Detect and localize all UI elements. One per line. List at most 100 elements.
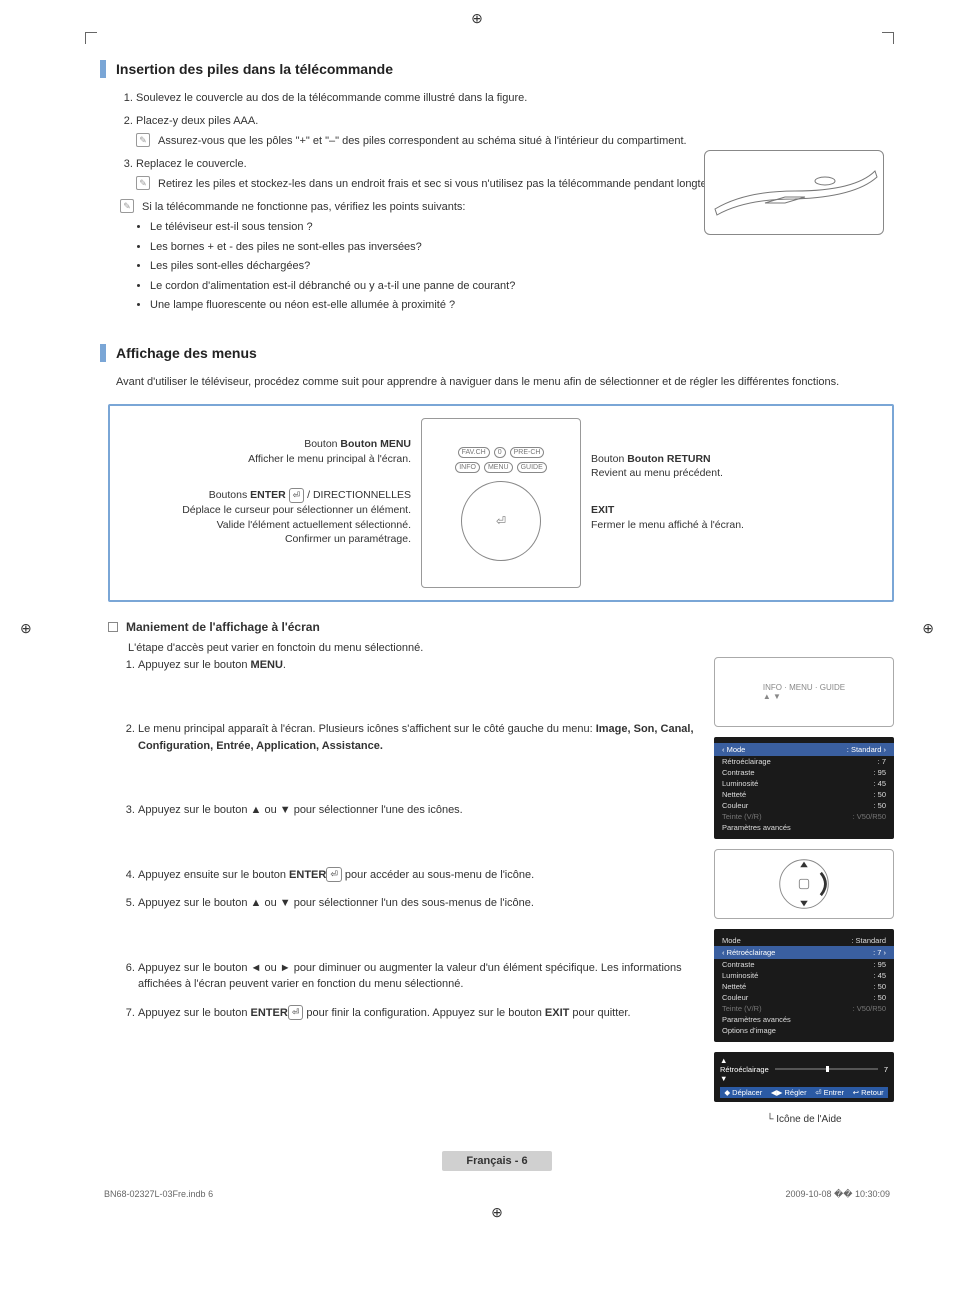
step-text: pour quitter. bbox=[569, 1007, 630, 1019]
step-text: Appuyez sur le bouton ▲ ou ▼ pour sélect… bbox=[138, 897, 534, 909]
step-text: Appuyez sur le bouton ▲ ou ▼ pour sélect… bbox=[138, 804, 463, 816]
heading-text: Affichage des menus bbox=[116, 345, 257, 361]
menu-row: Contraste: 95 bbox=[722, 959, 886, 970]
registration-mark-icon: ⊕ bbox=[922, 620, 934, 637]
step-text: Appuyez ensuite sur le bouton bbox=[138, 869, 289, 881]
page-footer: Français - 6 bbox=[100, 1151, 894, 1171]
step-text: Replacez le couvercle. bbox=[136, 158, 247, 170]
menu-row: Teinte (V/R): V50/R50 bbox=[722, 811, 886, 822]
note-text: Retirez les piles et stockez-les dans un… bbox=[158, 176, 731, 193]
step-text: pour finir la configuration. Appuyez sur… bbox=[303, 1007, 545, 1019]
enter-icon: ⏎ bbox=[326, 867, 342, 883]
page-number-pill: Français - 6 bbox=[442, 1151, 551, 1171]
remote-button: INFO bbox=[455, 462, 480, 473]
step-text: Appuyez sur le bouton ◄ ou ► pour diminu… bbox=[138, 962, 682, 991]
list-item: Placez-y deux piles AAA. ✎ Assurez-vous … bbox=[136, 113, 894, 150]
slider-hint: ⏎ Entrer bbox=[815, 1088, 844, 1097]
menu-row: Paramètres avancés bbox=[722, 822, 886, 833]
list-item: Le menu principal apparaît à l'écran. Pl… bbox=[138, 721, 698, 754]
slider-label: Rétroéclairage bbox=[720, 1065, 769, 1074]
slider-hint: ◆ Déplacer bbox=[724, 1088, 762, 1097]
mini-remote-illustration: INFO · MENU · GUIDE▲ ▼ bbox=[714, 657, 894, 727]
step-text: Placez-y deux piles AAA. bbox=[136, 115, 258, 127]
slider-hint: ◀▶ Régler bbox=[771, 1088, 807, 1097]
list-item: Les piles sont-elles déchargées? bbox=[150, 258, 894, 275]
document-metadata: BN68-02327L-03Fre.indb 6 2009-10-08 �� 1… bbox=[100, 1189, 894, 1200]
list-item: Appuyez sur le bouton ▲ ou ▼ pour sélect… bbox=[138, 895, 698, 912]
heading-text: Insertion des piles dans la télécommande bbox=[116, 61, 393, 77]
menu-row: Luminosité: 45 bbox=[722, 778, 886, 789]
step-bold: EXIT bbox=[545, 1007, 569, 1019]
slider-footer-hints: ◆ Déplacer ◀▶ Régler ⏎ Entrer ↩ Retour bbox=[720, 1087, 888, 1098]
label-desc: Afficher le menu principal à l'écran. bbox=[248, 453, 411, 465]
note-text: Assurez-vous que les pôles "+" et "–" de… bbox=[158, 133, 687, 150]
label-desc: Fermer le menu affiché à l'écran. bbox=[591, 519, 744, 531]
note-icon: ✎ bbox=[136, 133, 150, 147]
label-desc: Confirmer un paramétrage. bbox=[285, 533, 411, 545]
remote-center-illustration: FAV.CH 0 PRE-CH INFO MENU GUIDE bbox=[421, 418, 581, 588]
menu-row: ‹ Rétroéclairage: 7 › bbox=[714, 946, 894, 959]
menu-row: Couleur: 50 bbox=[722, 800, 886, 811]
doc-id: BN68-02327L-03Fre.indb 6 bbox=[104, 1189, 213, 1200]
enter-icon: ⏎ bbox=[289, 488, 305, 503]
slider-thumb bbox=[826, 1066, 829, 1072]
list-item: Une lampe fluorescente ou néon est-elle … bbox=[150, 297, 894, 314]
menu-row: Mode: Standard bbox=[722, 935, 886, 946]
menu-row: Rétroéclairage: 7 bbox=[722, 756, 886, 767]
menu-row: Netteté: 50 bbox=[722, 981, 886, 992]
label-desc: Déplace le curseur pour sélectionner un … bbox=[182, 504, 411, 516]
osd-slider-screenshot: ▲ Rétroéclairage 7 ▼ ◆ Déplacer◀▶ Régler… bbox=[714, 1052, 894, 1102]
remote-button: GUIDE bbox=[517, 462, 547, 473]
subheading-text: Maniement de l'affichage à l'écran bbox=[126, 620, 320, 634]
list-item: Appuyez sur le bouton ▲ ou ▼ pour sélect… bbox=[138, 802, 698, 819]
registration-mark-icon: ⊕ bbox=[100, 1204, 894, 1221]
section-heading-batteries: Insertion des piles dans la télécommande bbox=[100, 60, 894, 78]
dpad-icon bbox=[461, 481, 541, 561]
slider-hint: ↩ Retour bbox=[853, 1088, 884, 1097]
list-item: Appuyez ensuite sur le bouton ENTER⏎ pou… bbox=[138, 867, 698, 884]
diagram-right-labels: Bouton Bouton RETURN Revient au menu pré… bbox=[591, 452, 832, 555]
help-icon-caption: Icône de l'Aide bbox=[714, 1114, 894, 1125]
remote-button: MENU bbox=[484, 462, 513, 473]
label-bold: Bouton RETURN bbox=[627, 453, 710, 465]
step-bold: ENTER bbox=[251, 1007, 288, 1019]
crop-mark bbox=[882, 32, 894, 44]
osd-menu-screenshot: ‹ Mode: Standard ›Rétroéclairage: 7Contr… bbox=[714, 737, 894, 839]
list-item: Appuyez sur le bouton ◄ ou ► pour diminu… bbox=[138, 960, 698, 993]
square-bullet-icon bbox=[108, 622, 118, 632]
slider-track bbox=[775, 1068, 878, 1070]
enter-icon: ⏎ bbox=[288, 1005, 304, 1021]
slider-arrow-up-icon: ▲ bbox=[720, 1056, 727, 1065]
menu-row: ‹ Mode: Standard › bbox=[714, 743, 894, 756]
remote-battery-illustration bbox=[704, 150, 884, 235]
remote-button: PRE-CH bbox=[510, 447, 545, 458]
doc-timestamp: 2009-10-08 �� 10:30:09 bbox=[785, 1189, 890, 1200]
remote-button: FAV.CH bbox=[458, 447, 490, 458]
list-item: Appuyez sur le bouton ENTER⏎ pour finir … bbox=[138, 1005, 698, 1022]
step-text: Appuyez sur le bouton bbox=[138, 659, 251, 671]
sub-intro: L'étape d'accès peut varier en fonctoin … bbox=[128, 640, 894, 657]
label-desc: Valide l'élément actuellement sélectionn… bbox=[217, 519, 411, 531]
menu-row: Luminosité: 45 bbox=[722, 970, 886, 981]
menu-row: Paramètres avancés bbox=[722, 1014, 886, 1025]
crop-mark bbox=[85, 32, 97, 44]
osd-steps-column: Appuyez sur le bouton MENU. Le menu prin… bbox=[108, 657, 698, 1034]
list-item: Les bornes + et - des piles ne sont-elle… bbox=[150, 239, 894, 256]
step-text: Appuyez sur le bouton bbox=[138, 1007, 251, 1019]
troubleshoot-intro: Si la télécommande ne fonctionne pas, vé… bbox=[142, 199, 465, 216]
mini-remote-labels: INFO · MENU · GUIDE▲ ▼ bbox=[763, 683, 845, 701]
step-bold: ENTER bbox=[289, 869, 326, 881]
heading-accent-bar bbox=[100, 344, 106, 362]
label-bold: ENTER bbox=[250, 489, 286, 501]
mini-remote-illustration bbox=[714, 849, 894, 919]
note-icon: ✎ bbox=[120, 199, 134, 213]
label-text: Boutons ENTER ⏎ / DIRECTIONNELLES bbox=[209, 489, 411, 501]
menu-row: Netteté: 50 bbox=[722, 789, 886, 800]
registration-mark-icon: ⊕ bbox=[471, 10, 483, 27]
label-text: Bouton Bouton RETURN bbox=[591, 453, 711, 465]
osd-menu-screenshot: Mode: Standard‹ Rétroéclairage: 7 ›Contr… bbox=[714, 929, 894, 1042]
step-text: Le menu principal apparaît à l'écran. Pl… bbox=[138, 723, 596, 735]
step-bold: MENU bbox=[251, 659, 283, 671]
subheading-osd: Maniement de l'affichage à l'écran bbox=[108, 620, 894, 634]
step-text: Soulevez le couvercle au dos de la téléc… bbox=[136, 92, 527, 104]
